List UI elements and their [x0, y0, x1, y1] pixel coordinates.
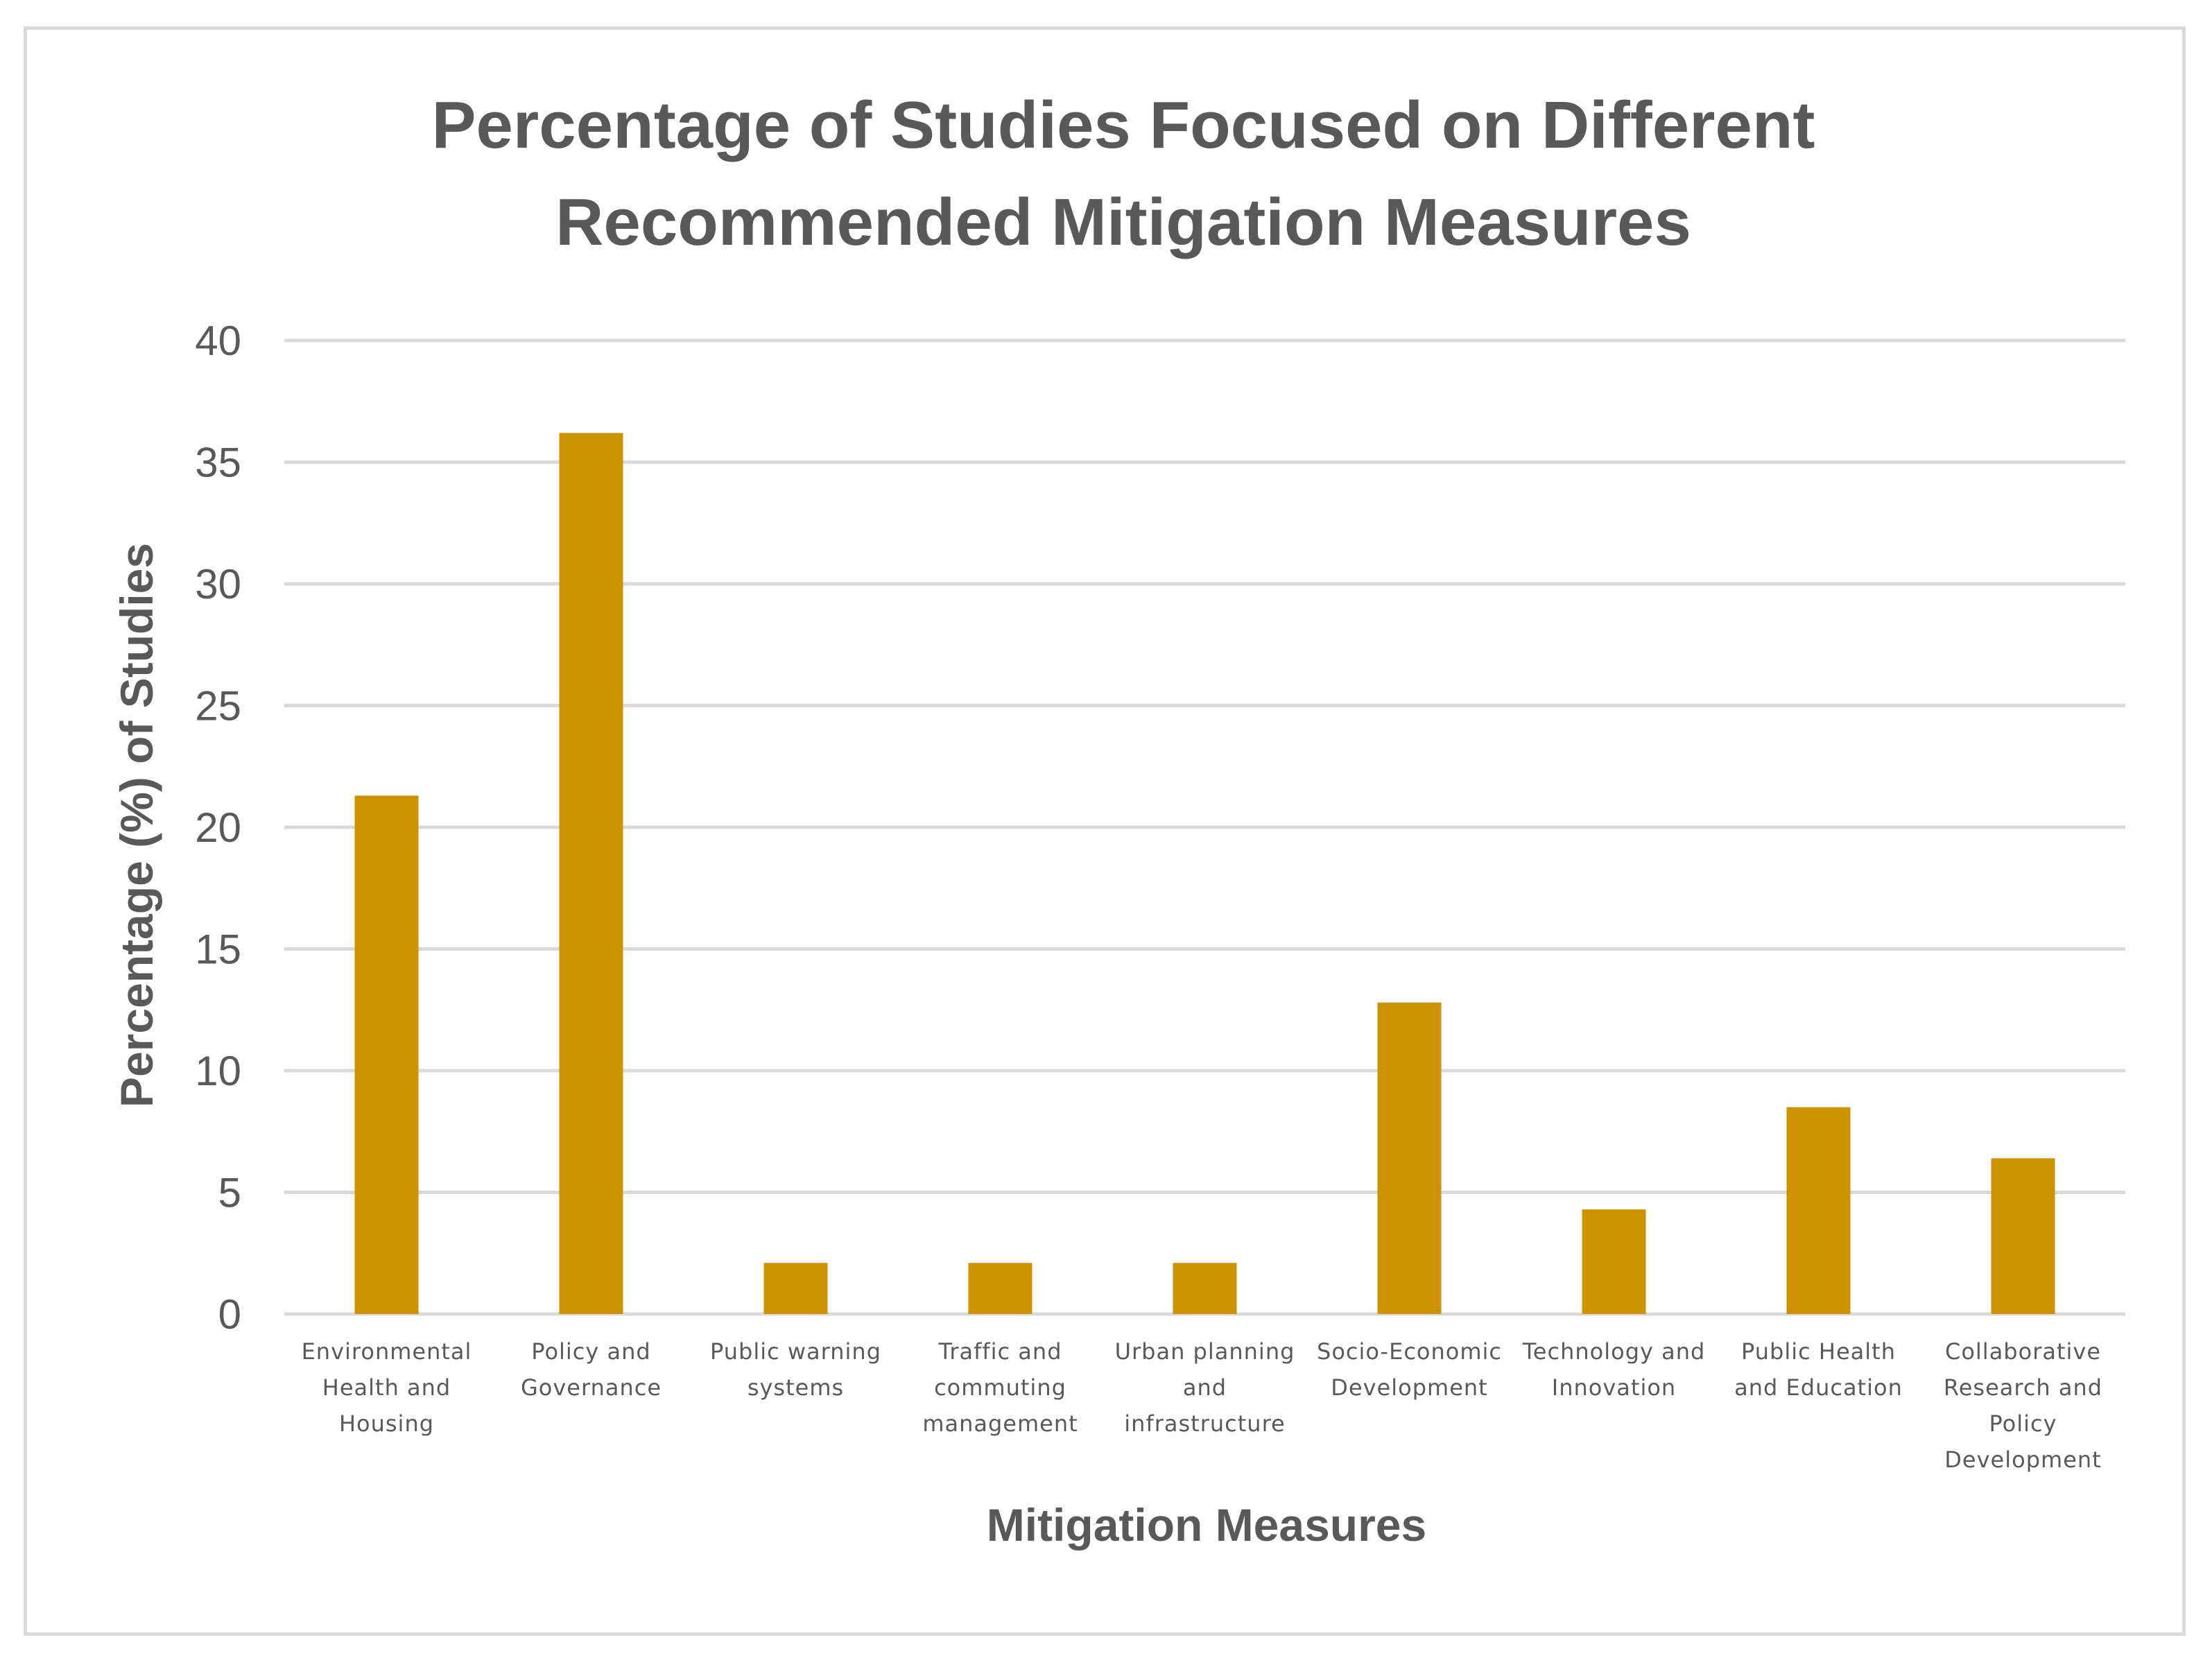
y-tick-label-5: 5: [218, 1170, 241, 1216]
bar-6: [1377, 1002, 1442, 1314]
x-axis-title: Mitigation Measures: [987, 1499, 1426, 1551]
x-tick-label-2: Policy and Governance: [521, 1338, 662, 1401]
bar-5: [1173, 1263, 1237, 1314]
y-tick-labels: 0 5 10 15 20 25 30 35 40: [195, 318, 241, 1338]
y-tick-label-0: 0: [218, 1291, 241, 1338]
x-tick-label-4: Traffic and commuting management: [922, 1338, 1078, 1437]
y-tick-label-15: 15: [195, 926, 241, 973]
x-tick-labels: Environmental Health and Housing Policy and…: [302, 1338, 2102, 1473]
x-tick-label-1: Environmental Health and Housing: [302, 1338, 472, 1437]
x-tick-label-8: Public Health and Education: [1734, 1338, 1903, 1401]
x-tick-label-7: Technology and Innovation: [1522, 1338, 1706, 1401]
bar-3: [763, 1263, 828, 1314]
bar-4: [968, 1263, 1032, 1314]
y-tick-label-10: 10: [195, 1048, 241, 1094]
bars: [354, 433, 2055, 1314]
y-tick-label-20: 20: [195, 804, 241, 851]
x-tick-label-6: Socio-Economic Development: [1317, 1338, 1502, 1401]
x-tick-label-9: Collaborative Research and Policy Developme…: [1944, 1338, 2102, 1473]
chart-title-line-2: Recommended Mitigation Measures: [555, 185, 1691, 259]
y-tick-label-40: 40: [195, 318, 241, 364]
x-tick-label-3: Public warning systems: [710, 1338, 881, 1401]
bar-9: [1991, 1158, 2055, 1314]
x-tick-label-5: Urban planning and infrastructure: [1115, 1338, 1295, 1437]
bar-1: [354, 795, 419, 1314]
bar-7: [1582, 1209, 1646, 1314]
chart-title-line-1: Percentage of Studies Focused on Differe…: [432, 88, 1815, 162]
y-axis-title: Percentage (%) of Studies: [111, 543, 162, 1107]
y-tick-label-35: 35: [195, 440, 241, 486]
bar-2: [559, 433, 623, 1314]
y-tick-label-25: 25: [195, 683, 241, 729]
y-tick-label-30: 30: [195, 561, 241, 607]
bar-8: [1786, 1107, 1851, 1314]
